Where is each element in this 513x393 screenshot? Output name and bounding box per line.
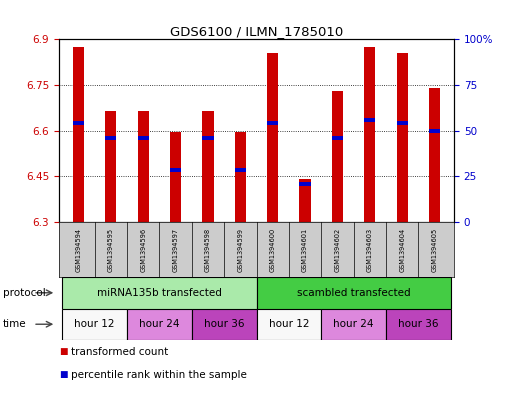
Text: GSM1394603: GSM1394603 — [367, 228, 373, 272]
Title: GDS6100 / ILMN_1785010: GDS6100 / ILMN_1785010 — [170, 25, 343, 38]
Bar — [105, 136, 116, 140]
Bar — [386, 309, 451, 340]
Bar — [429, 88, 440, 222]
Bar — [62, 309, 127, 340]
Bar — [137, 111, 149, 222]
Bar — [364, 47, 376, 222]
Bar — [300, 179, 311, 222]
Bar — [267, 53, 279, 222]
Text: hour 36: hour 36 — [204, 319, 244, 329]
Bar — [321, 309, 386, 340]
Text: GSM1394595: GSM1394595 — [108, 228, 114, 272]
Bar — [397, 53, 408, 222]
Bar — [105, 111, 116, 222]
Bar — [202, 136, 213, 140]
Text: GSM1394599: GSM1394599 — [238, 228, 243, 272]
Bar — [234, 132, 246, 222]
Bar — [137, 136, 149, 140]
Bar — [73, 121, 84, 125]
Text: GSM1394601: GSM1394601 — [302, 228, 308, 272]
Bar — [192, 309, 256, 340]
Bar — [202, 112, 213, 222]
Text: ■: ■ — [59, 347, 68, 356]
Text: miRNA135b transfected: miRNA135b transfected — [97, 288, 222, 298]
Text: hour 12: hour 12 — [74, 319, 115, 329]
Text: GSM1394600: GSM1394600 — [270, 228, 275, 272]
Text: hour 36: hour 36 — [398, 319, 439, 329]
Bar — [73, 47, 84, 222]
Text: percentile rank within the sample: percentile rank within the sample — [71, 369, 247, 380]
Bar — [332, 136, 343, 140]
Text: time: time — [3, 319, 26, 329]
Text: GSM1394598: GSM1394598 — [205, 228, 211, 272]
Text: GSM1394596: GSM1394596 — [140, 228, 146, 272]
Text: transformed count: transformed count — [71, 347, 168, 357]
Bar — [429, 129, 440, 133]
Text: hour 24: hour 24 — [333, 319, 374, 329]
Bar — [364, 118, 376, 122]
Bar — [62, 277, 256, 309]
Text: GSM1394604: GSM1394604 — [399, 228, 405, 272]
Text: GSM1394602: GSM1394602 — [334, 228, 341, 272]
Text: scambled transfected: scambled transfected — [297, 288, 410, 298]
Bar — [256, 309, 321, 340]
Bar — [267, 121, 279, 125]
Text: ■: ■ — [59, 370, 68, 379]
Bar — [397, 121, 408, 125]
Bar — [300, 182, 311, 186]
Bar — [170, 168, 181, 172]
Bar — [332, 91, 343, 222]
Bar — [234, 168, 246, 172]
Bar — [256, 277, 451, 309]
Text: GSM1394605: GSM1394605 — [431, 228, 438, 272]
Bar — [170, 132, 181, 222]
Text: GSM1394594: GSM1394594 — [75, 228, 82, 272]
Text: protocol: protocol — [3, 288, 45, 298]
Bar — [127, 309, 192, 340]
Text: GSM1394597: GSM1394597 — [172, 228, 179, 272]
Text: hour 12: hour 12 — [269, 319, 309, 329]
Text: hour 24: hour 24 — [139, 319, 180, 329]
